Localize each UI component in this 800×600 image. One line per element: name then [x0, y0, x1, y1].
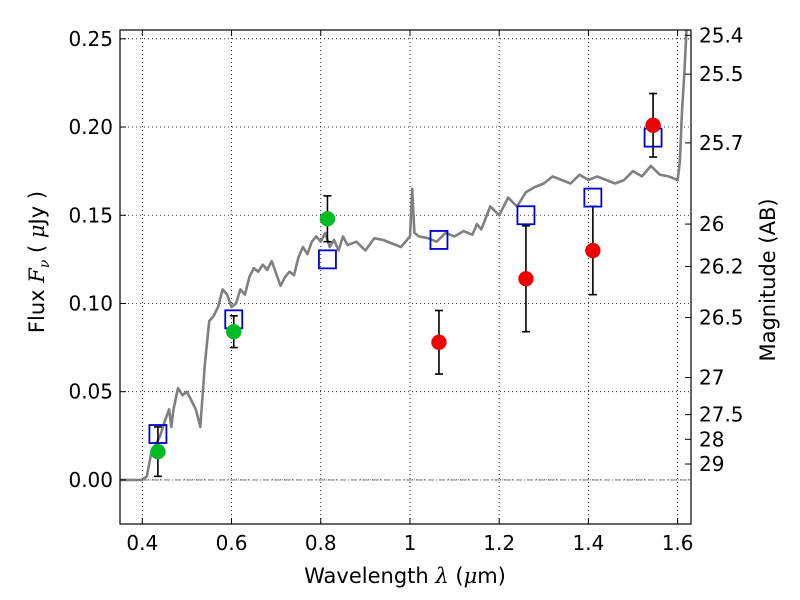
- x-axis-label: Wavelength λ (μm): [304, 564, 506, 588]
- spectrum-line: [120, 29, 688, 482]
- flux-point: [319, 211, 336, 227]
- model-flux-square: [318, 249, 337, 270]
- plot-frame: [119, 29, 692, 525]
- y-tick-label: 0.10: [68, 291, 113, 315]
- y2-tick-label: 27: [699, 366, 724, 390]
- flux-point: [431, 334, 447, 351]
- flux-point: [518, 271, 534, 287]
- data-markers: [148, 117, 663, 460]
- x-tick-label: 0.8: [305, 531, 337, 555]
- model-flux-square: [429, 230, 449, 250]
- model-flux-square: [583, 187, 603, 208]
- flux-point: [150, 443, 166, 460]
- y2-tick-label: 27.5: [699, 403, 744, 427]
- model-spectrum: [120, 29, 688, 482]
- y2-tick-label: 25.7: [699, 131, 744, 155]
- y2-axis-label: Magnitude (AB): [756, 198, 780, 361]
- y2-tick-label: 25.4: [699, 23, 744, 47]
- y2-tick-label: 26.2: [699, 254, 744, 278]
- model-flux-square: [148, 424, 168, 444]
- axis-ticks: [120, 30, 691, 524]
- flux-point: [226, 323, 242, 340]
- flux-point: [645, 117, 661, 134]
- x-tick-label: 1.6: [662, 531, 694, 555]
- y-tick-label: 0.15: [68, 203, 113, 227]
- y2-tick-label: 25.5: [699, 62, 744, 86]
- y2-tick-label: 29: [699, 452, 724, 476]
- x-tick-label: 1: [404, 531, 417, 555]
- x-tick-label: 1.2: [483, 531, 515, 555]
- y2-tick-label: 28: [699, 427, 724, 451]
- flux-point: [585, 242, 601, 259]
- y-tick-label: 0.00: [68, 468, 113, 492]
- y2-tick-label: 26: [699, 212, 724, 236]
- y-axis-label: Flux Fν ( μJy ): [25, 191, 53, 333]
- y-tick-label: 0.20: [68, 115, 113, 139]
- model-flux-square: [516, 205, 536, 226]
- y2-tick-label: 26.5: [699, 306, 744, 330]
- x-tick-label: 0.6: [216, 531, 248, 555]
- y-tick-label: 0.25: [68, 27, 113, 51]
- x-tick-label: 1.4: [572, 531, 604, 555]
- x-tick-label: 0.4: [126, 531, 158, 555]
- y-tick-label: 0.05: [68, 380, 113, 404]
- tick-labels: 0.4 0.6 0.8 1 1.2 1.4 1.6 0.00 0.05 0.10 0.15 0.20 0…: [68, 23, 743, 555]
